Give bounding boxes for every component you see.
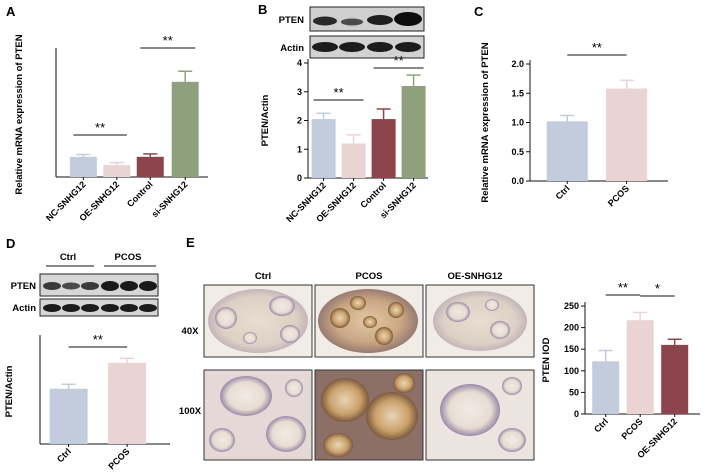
blot-d-pten-bands [43, 281, 157, 291]
significance-mark: ** [618, 280, 628, 295]
bar-oe-snhg12 [341, 143, 366, 178]
bar-si-snhg12 [171, 81, 199, 177]
y-tick-label: 0.5 [511, 147, 524, 157]
significance-mark: ** [163, 33, 173, 48]
significance-mark: ** [93, 332, 103, 347]
panel-label-e: E [186, 235, 195, 250]
x-tick-label: Control [358, 180, 388, 210]
significance-mark: ** [334, 85, 344, 100]
y-tick-label: 1 [297, 144, 302, 154]
blot-d-group-pcos: PCOS [115, 252, 142, 263]
blot-b-label-pten: PTEN [279, 15, 304, 26]
chart-d-pten-actin: PTEN/Actin Ctrl PCOS ** [4, 332, 170, 471]
chart-c-mrna-pten: Relative mRNA expression of PTEN 0.0 0.5 1.… [480, 40, 668, 208]
blot-d-label-actin: Actin [12, 303, 36, 314]
ihc-row-100x: 100X [179, 406, 202, 417]
y-tick-label: 1.5 [511, 88, 524, 98]
x-tick-label: PCOS [606, 183, 631, 208]
y-tick-label: 2.0 [511, 59, 524, 69]
x-tick-label: Control [125, 179, 155, 209]
panel-label-d: D [6, 236, 15, 251]
blot-d-actin-bands [43, 304, 157, 312]
blot-b-label-actin: Actin [280, 43, 304, 54]
x-tick-label: Ctrl [55, 446, 73, 464]
blot-d-group-ctrl: Ctrl [60, 252, 76, 263]
y-tick-label: 3 [297, 87, 302, 97]
panel-label-b: B [258, 2, 267, 17]
bar-pcos [108, 362, 147, 444]
ihc-image-100x-pcos [314, 369, 424, 461]
ihc-col-oe-snhg12: OE-SNHG12 [448, 271, 503, 282]
y-tick-label: 2 [297, 116, 302, 126]
bar-oe-snhg12 [661, 344, 689, 414]
x-tick-label: Ctrl [554, 183, 572, 201]
y-axis-label: PTEN/Actin [4, 365, 15, 417]
bar-ctrl [592, 361, 620, 414]
ihc-col-ctrl: Ctrl [255, 271, 271, 282]
panel-label-c: C [474, 4, 484, 19]
blot-b-pten-bands [313, 12, 422, 26]
blot-d-label-pten: PTEN [11, 281, 36, 292]
y-tick-label: 4 [297, 58, 302, 68]
bar-control [371, 119, 396, 178]
y-axis-label: PTEN/Actin [260, 94, 271, 146]
bar-nc-snhg12 [69, 156, 97, 177]
ihc-image-40x-pcos [314, 284, 424, 358]
ihc-image-100x-ctrl [203, 369, 313, 461]
chart-a-mrna-pten: Relative mRNA expression of PTENNC-SNHG1… [14, 33, 208, 223]
y-tick-label: 200 [564, 323, 579, 333]
x-tick-label: si-SNHG12 [150, 179, 190, 219]
bar-oe-snhg12 [103, 165, 131, 177]
ihc-row-40x: 40X [182, 326, 200, 337]
ihc-image-40x-oe-snhg12 [425, 284, 535, 358]
bar-ctrl [49, 388, 88, 444]
bar-pcos [626, 320, 654, 414]
ihc-image-100x-oe-snhg12 [425, 369, 535, 461]
y-axis-label: Relative mRNA expression of PTEN [480, 42, 491, 202]
ihc-col-pcos: PCOS [356, 271, 383, 282]
panel-label-a: A [6, 4, 16, 19]
y-tick-label: 0 [574, 409, 579, 419]
y-axis-label: PTEN IOD [541, 337, 552, 382]
significance-mark: ** [394, 53, 404, 68]
western-blot-b: PTEN Actin [279, 6, 425, 59]
y-tick-label: 50 [569, 387, 579, 397]
bar-ctrl [546, 121, 588, 181]
significance-mark: * [655, 281, 660, 296]
x-tick-label: PCOS [106, 446, 131, 471]
x-tick-label: PCOS [620, 416, 645, 441]
y-tick-label: 100 [564, 366, 579, 376]
western-blot-d: Ctrl PCOS PTEN Actin [11, 252, 159, 317]
bar-nc-snhg12 [311, 119, 336, 178]
bar-pcos [606, 88, 648, 181]
y-tick-label: 1.0 [511, 118, 524, 128]
bar-control [136, 156, 164, 177]
significance-mark: ** [95, 120, 105, 135]
ihc-image-40x-ctrl [203, 284, 313, 358]
x-tick-label: Ctrl [592, 416, 610, 434]
y-tick-label: 0 [297, 173, 302, 183]
y-tick-label: 0.0 [511, 176, 524, 186]
ihc-grid: Ctrl PCOS OE-SNHG12 40X 100X [179, 271, 535, 461]
y-axis-label: Relative mRNA expression of PTEN [14, 34, 25, 194]
bar-si-snhg12 [401, 86, 426, 178]
blot-b-actin-bands [312, 42, 421, 52]
significance-mark: ** [592, 40, 602, 55]
y-tick-label: 150 [564, 344, 579, 354]
y-tick-label: 250 [564, 301, 579, 311]
